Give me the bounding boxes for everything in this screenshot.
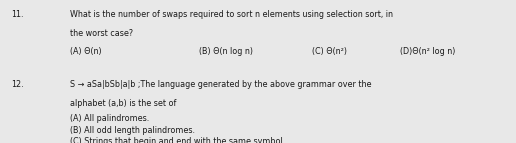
Text: (B) Θ(n log n): (B) Θ(n log n) <box>199 47 253 56</box>
Text: S → aSa|bSb|a|b ;The language generated by the above grammar over the: S → aSa|bSb|a|b ;The language generated … <box>70 80 371 89</box>
Text: the worst case?: the worst case? <box>70 29 133 38</box>
Text: (D)Θ(n² log n): (D)Θ(n² log n) <box>400 47 455 56</box>
Text: What is the number of swaps required to sort n elements using selection sort, in: What is the number of swaps required to … <box>70 10 393 19</box>
Text: (C) Θ(n²): (C) Θ(n²) <box>312 47 347 56</box>
Text: (B) All odd length palindromes.: (B) All odd length palindromes. <box>70 126 195 135</box>
Text: alphabet (a,b) is the set of: alphabet (a,b) is the set of <box>70 99 176 108</box>
Text: (A) Θ(n): (A) Θ(n) <box>70 47 101 56</box>
Text: 12.: 12. <box>11 80 24 89</box>
Text: 11.: 11. <box>11 10 24 19</box>
Text: (A) All palindromes.: (A) All palindromes. <box>70 114 149 123</box>
Text: (C) Strings that begin and end with the same symbol: (C) Strings that begin and end with the … <box>70 137 282 143</box>
